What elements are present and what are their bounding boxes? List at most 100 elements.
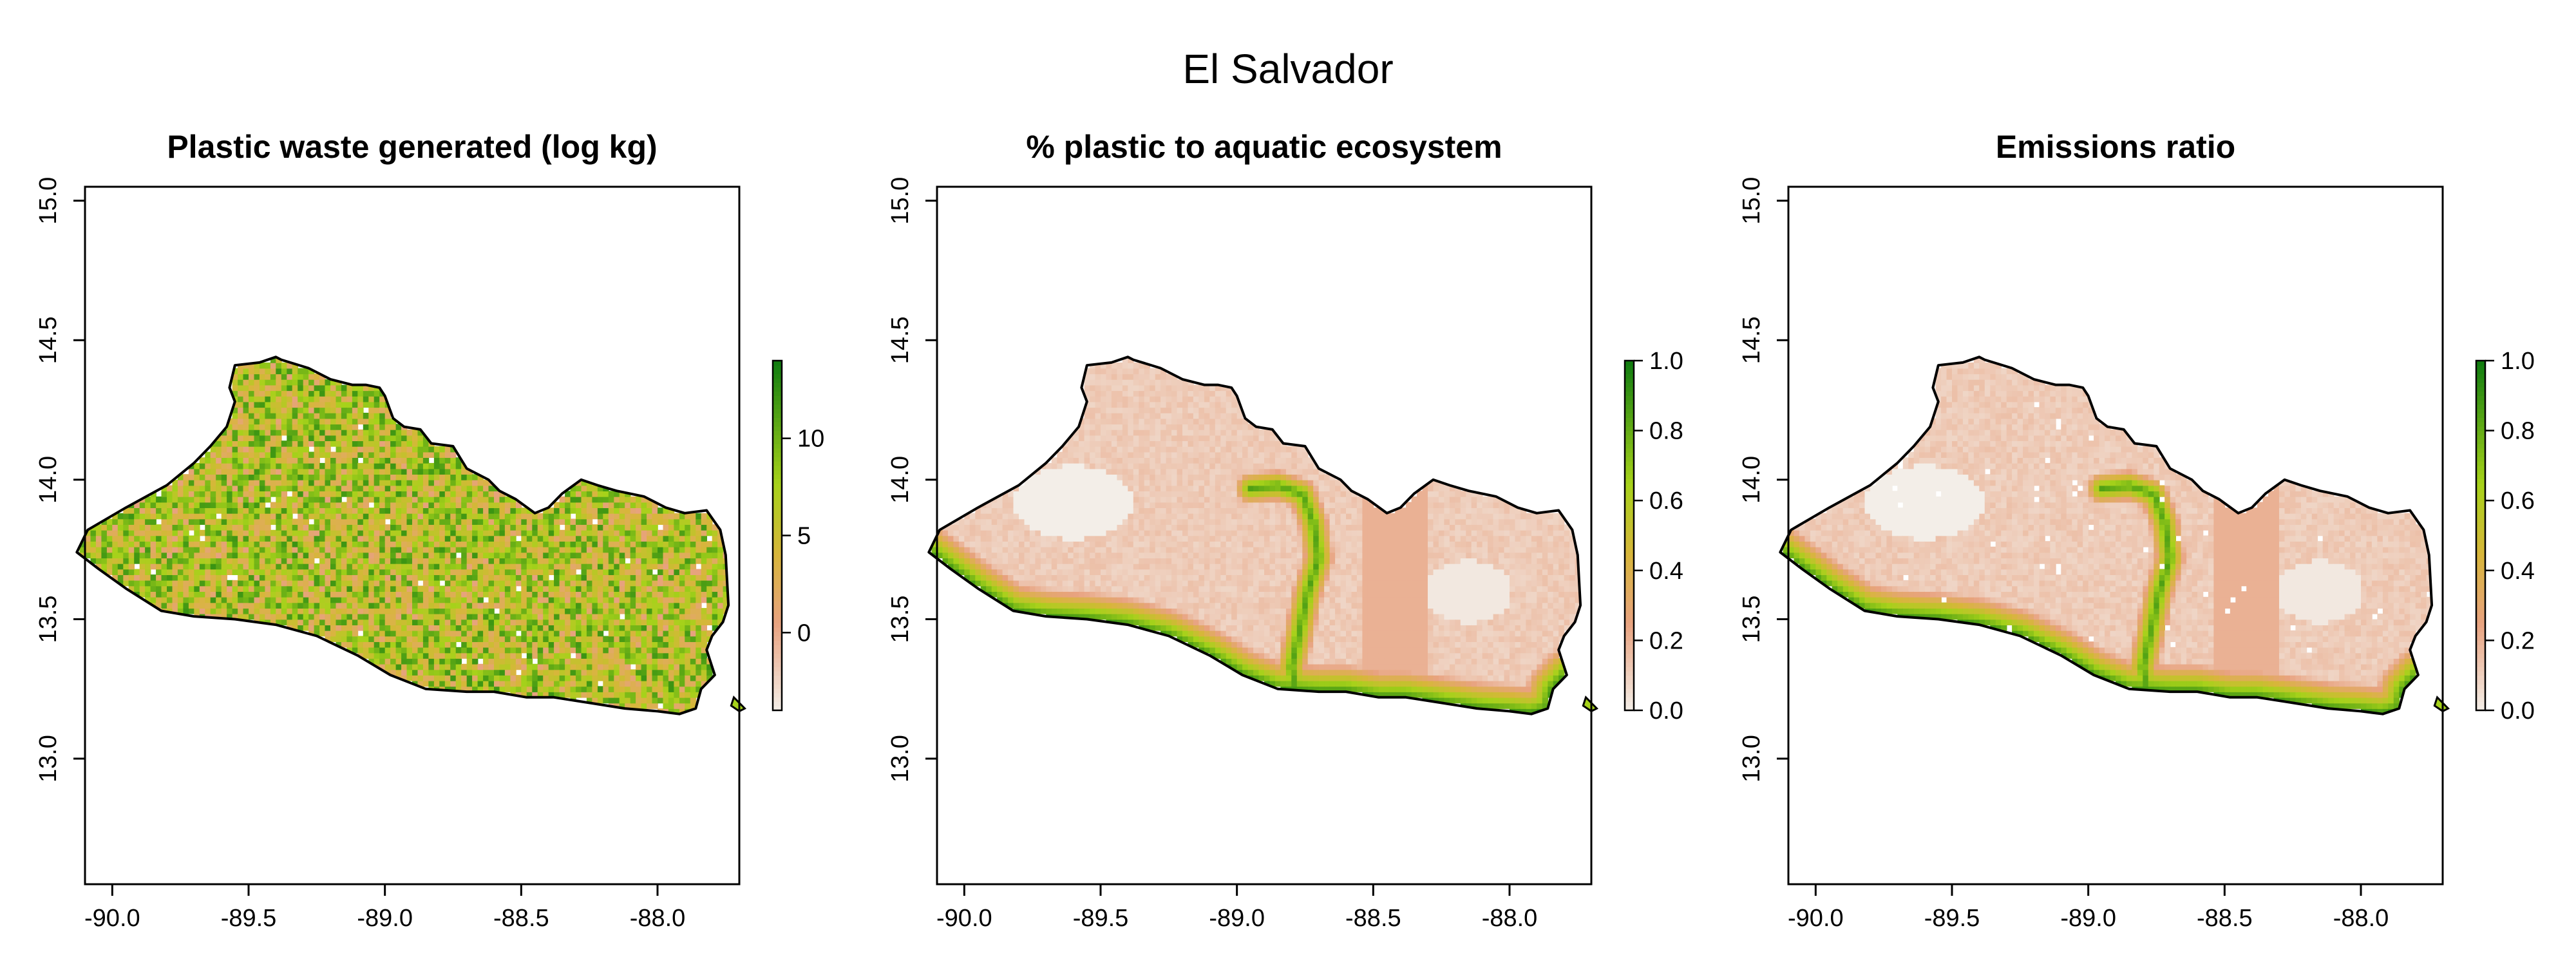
raster-cell — [401, 474, 408, 480]
raster-cell — [630, 502, 636, 508]
raster-cell — [477, 479, 484, 486]
raster-cell — [450, 574, 457, 581]
raster-cell — [379, 524, 386, 531]
raster-cell — [384, 602, 391, 609]
raster-cell — [554, 585, 560, 592]
raster-cell — [428, 619, 435, 625]
raster-cell — [696, 663, 702, 670]
raster-cell — [374, 424, 380, 430]
raster-cell — [346, 401, 353, 408]
raster-cell — [958, 535, 965, 542]
raster-cell — [537, 647, 544, 654]
raster-cell — [690, 608, 697, 614]
raster-cell — [586, 641, 593, 648]
raster-cell — [374, 435, 380, 441]
raster-cell — [658, 558, 664, 564]
raster-cell — [357, 513, 364, 520]
raster-cell — [690, 585, 697, 592]
raster-cell — [1090, 457, 1096, 464]
raster-cell — [614, 625, 620, 631]
raster-cell — [619, 552, 625, 558]
raster-cell — [330, 602, 337, 609]
raster-cell — [227, 580, 233, 587]
raster-cell — [325, 435, 331, 441]
raster-cell — [647, 652, 653, 659]
raster-cell — [325, 585, 331, 592]
raster-cell — [576, 630, 582, 637]
raster-cell — [997, 513, 1003, 520]
raster-cell — [357, 412, 364, 419]
raster-cell — [969, 552, 976, 558]
raster-cell — [177, 541, 184, 547]
raster-cell — [167, 507, 173, 514]
raster-cell — [461, 613, 468, 620]
raster-cell — [565, 613, 571, 620]
raster-cell — [384, 591, 391, 598]
raster-cell — [232, 368, 238, 375]
raster-cell — [325, 524, 331, 531]
raster-cell — [444, 468, 451, 475]
raster-cell — [270, 384, 277, 392]
raster-cell — [942, 552, 949, 558]
raster-cell — [357, 384, 364, 392]
raster-cell — [614, 552, 620, 558]
raster-cell — [188, 585, 195, 592]
raster-cell — [690, 613, 697, 620]
raster-cell — [270, 418, 277, 425]
raster-cell — [238, 546, 244, 553]
raster-cell — [515, 529, 522, 536]
raster-cell — [494, 529, 500, 536]
raster-cell — [238, 468, 244, 475]
raster-cell — [597, 675, 604, 681]
raster-cell — [368, 395, 375, 402]
raster-cell — [352, 596, 359, 603]
raster-cell — [352, 491, 359, 497]
raster-cell — [641, 652, 647, 659]
raster-cell — [346, 608, 353, 614]
raster-cell — [243, 563, 249, 570]
raster-cell — [390, 446, 397, 453]
raster-cell — [1090, 468, 1096, 475]
raster-cell — [483, 613, 489, 620]
raster-cell — [608, 647, 615, 654]
raster-cell — [412, 524, 419, 531]
raster-cell — [363, 502, 370, 508]
raster-cell — [1079, 546, 1085, 553]
raster-cell — [526, 619, 533, 625]
raster-cell — [554, 675, 560, 681]
raster-cell — [199, 580, 206, 587]
raster-cell — [592, 569, 598, 575]
raster-cell — [674, 697, 680, 704]
raster-cell — [368, 384, 375, 392]
raster-cell — [997, 563, 1003, 570]
raster-cell — [379, 395, 386, 402]
raster-cell — [330, 574, 337, 581]
raster-cell — [249, 563, 255, 570]
raster-cell — [117, 552, 124, 558]
raster-cell — [696, 602, 702, 609]
raster-cell — [259, 474, 266, 480]
raster-cell — [401, 569, 408, 575]
raster-cell — [997, 496, 1003, 503]
raster-cell — [433, 502, 440, 508]
raster-cell — [156, 513, 162, 520]
raster-cell — [205, 524, 211, 531]
raster-cell — [521, 524, 527, 531]
raster-cell — [384, 435, 391, 441]
raster-cell — [1084, 535, 1090, 542]
raster-cell — [379, 613, 386, 620]
raster-cell — [565, 636, 571, 642]
raster-cell — [1002, 591, 1009, 598]
raster-cell — [455, 541, 462, 547]
raster-cell — [455, 630, 462, 637]
raster-cell — [232, 591, 238, 598]
raster-cell — [117, 513, 124, 520]
raster-cell — [401, 552, 408, 558]
raster-cell — [455, 524, 462, 531]
raster-cell — [1079, 485, 1085, 491]
raster-cell — [636, 496, 642, 503]
raster-cell — [384, 652, 391, 659]
raster-cell — [1035, 602, 1041, 609]
raster-cell — [90, 558, 97, 564]
raster-cell — [363, 496, 370, 503]
